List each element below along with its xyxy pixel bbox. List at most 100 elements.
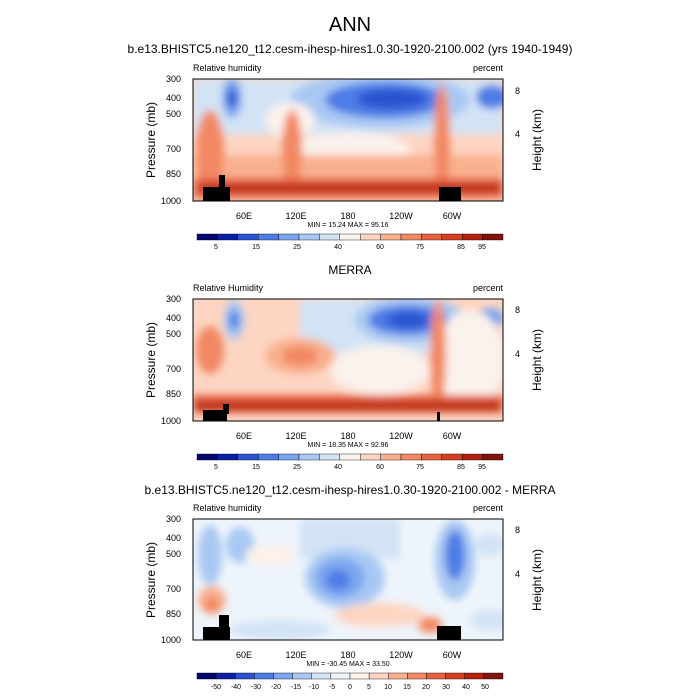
colorbar-swatch [311,672,332,680]
panel-1-units-label: percent [473,63,504,73]
y-tick-500: 500 [166,109,181,119]
colorbar-swatch [278,233,300,241]
colorbar-swatch [388,672,408,680]
x-tick-60e: 60E [236,431,252,441]
colorbar-swatch [237,453,259,461]
panel-1-y-ticks: 300 400 500 700 850 1000 [161,74,181,206]
colorbar-swatch [462,233,483,241]
panel-3-stats: MIN = -30.45 MAX = 33.50 [306,661,389,668]
panel-3-colorbar [196,672,504,680]
colorbar-swatch [319,233,340,241]
y-right-tick-8: 8 [515,525,520,535]
y-tick-1000: 1000 [161,416,181,426]
colorbar-swatch [360,453,381,461]
cbar-label: 30 [442,684,450,691]
cbar-label: -30 [251,684,261,691]
panel-3-y-right-ticks: 8 4 [515,525,520,579]
y-tick-400: 400 [166,93,181,103]
x-tick-60e: 60E [236,650,252,660]
panel-2-field [193,299,503,421]
x-tick-120w: 120W [389,431,413,441]
panel-2-x-ticks: 60E 120E 180 120W 60W [236,431,462,441]
colorbar-swatch [196,233,218,241]
cbar-label: 15 [403,684,411,691]
y-right-tick-8: 8 [515,305,520,315]
cbar-label: 25 [293,244,301,251]
panel-3-ylabel-right: Height (km) [530,549,544,611]
cbar-label: 85 [457,244,465,251]
y-tick-300: 300 [166,514,181,524]
colorbar-swatch [380,233,402,241]
panel-3-x-ticks: 60E 120E 180 120W 60W [236,650,462,660]
panel-1-title: b.e13.BHISTC5.ne120_t12.cesm-ihesp-hires… [127,42,573,56]
cbar-label: -10 [309,684,319,691]
cbar-label: 40 [334,464,342,471]
panel-1-field [193,79,503,201]
panel-3: b.e13.BHISTC5.ne120_t12.cesm-ihesp-hires… [144,483,555,691]
y-tick-1000: 1000 [161,196,181,206]
colorbar-swatch [380,453,402,461]
colorbar-swatch [368,672,389,680]
cbar-label: 5 [214,464,218,471]
x-tick-180: 180 [340,650,355,660]
colorbar-swatch [237,233,259,241]
panel-1-colorbar [196,233,504,241]
y-right-tick-4: 4 [515,129,520,139]
y-tick-400: 400 [166,533,181,543]
cbar-label: 75 [416,244,424,251]
cbar-label: 40 [462,684,470,691]
cbar-label: 5 [367,684,371,691]
colorbar-swatch [298,233,320,241]
y-right-tick-8: 8 [515,86,520,96]
y-tick-500: 500 [166,329,181,339]
panel-1: Relative humidity percent [144,63,544,251]
panel-3-title: b.e13.BHISTC5.ne120_t12.cesm-ihesp-hires… [145,483,556,497]
panel-2-colorbar-labels: 5 15 25 40 60 75 85 95 [214,464,486,471]
panel-2: MERRA Relative Humidity percent [144,263,544,471]
x-tick-180: 180 [340,211,355,221]
x-tick-120w: 120W [389,650,413,660]
y-right-tick-4: 4 [515,349,520,359]
colorbar-swatch [462,453,483,461]
y-tick-500: 500 [166,549,181,559]
cbar-label: 95 [478,464,486,471]
x-tick-120e: 120E [285,211,306,221]
y-tick-400: 400 [166,313,181,323]
cbar-label: -50 [211,684,221,691]
panel-3-ylabel: Pressure (mb) [144,542,158,618]
cbar-label: 5 [214,244,218,251]
y-tick-300: 300 [166,74,181,84]
y-tick-850: 850 [166,389,181,399]
y-right-tick-4: 4 [515,569,520,579]
y-tick-700: 700 [166,364,181,374]
colorbar-swatch [421,453,442,461]
cbar-label: 40 [334,244,342,251]
cbar-label: 85 [457,464,465,471]
panel-2-ylabel-right: Height (km) [530,329,544,391]
panel-2-variable-label: Relative Humidity [193,283,264,293]
colorbar-swatch [339,233,361,241]
colorbar-swatch [319,453,340,461]
cbar-label: 50 [481,684,489,691]
panel-3-field [193,519,503,640]
panel-1-x-ticks: 60E 120E 180 120W 60W [236,211,462,221]
panel-1-ylabel: Pressure (mb) [144,102,158,178]
panel-3-variable-label: Relative humidity [193,503,262,513]
cbar-label: -15 [291,684,301,691]
colorbar-swatch [235,672,255,680]
cbar-label: 15 [252,464,260,471]
colorbar-swatch [445,672,465,680]
x-tick-120e: 120E [285,650,306,660]
cbar-label: 0 [348,684,352,691]
colorbar-swatch [421,233,442,241]
panel-2-colorbar [196,453,504,461]
cbar-label: 75 [416,464,424,471]
colorbar-swatch [464,672,485,680]
x-tick-120e: 120E [285,431,306,441]
colorbar-swatch [400,453,422,461]
page-title: ANN [328,14,372,36]
panel-2-y-right-ticks: 8 4 [515,305,520,359]
panel-1-y-right-ticks: 8 4 [515,86,520,139]
y-tick-1000: 1000 [161,635,181,645]
